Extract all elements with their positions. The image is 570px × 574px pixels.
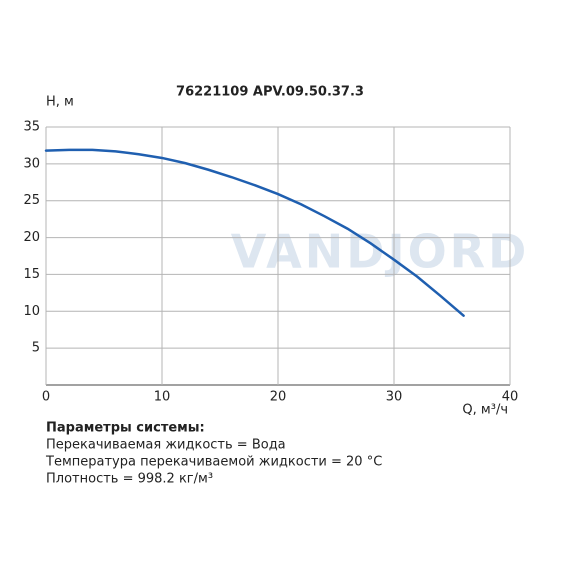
y-tick-label: 25 [23,193,40,208]
curve [44,148,465,317]
y-tick-label: 15 [23,267,40,282]
x-axis-label: Q, м³/ч [462,403,508,418]
x-tick-label: 30 [386,390,403,405]
notes-title: Параметры системы: [46,421,205,436]
x-tick-label: 20 [270,390,287,405]
y-tick-label: 10 [23,304,40,319]
x-tick-label: 0 [42,390,50,405]
y-tick-label: 20 [23,230,40,245]
y-tick-label: 35 [23,120,40,135]
y-tick-label: 30 [23,156,40,171]
chart-title: 76221109 APV.09.50.37.3 [176,85,364,100]
note: Температура перекачиваемой жидкости = 20… [45,455,382,470]
note: Перекачиваемая жидкость = Вода [46,438,286,453]
y-tick-label: 5 [32,341,40,356]
x-tick-label: 40 [502,390,519,405]
watermark: VANDJORD [231,225,530,279]
note: Плотность = 998.2 кг/м³ [46,472,213,487]
y-axis-label: H, м [46,95,74,110]
x-tick-label: 10 [154,390,171,405]
